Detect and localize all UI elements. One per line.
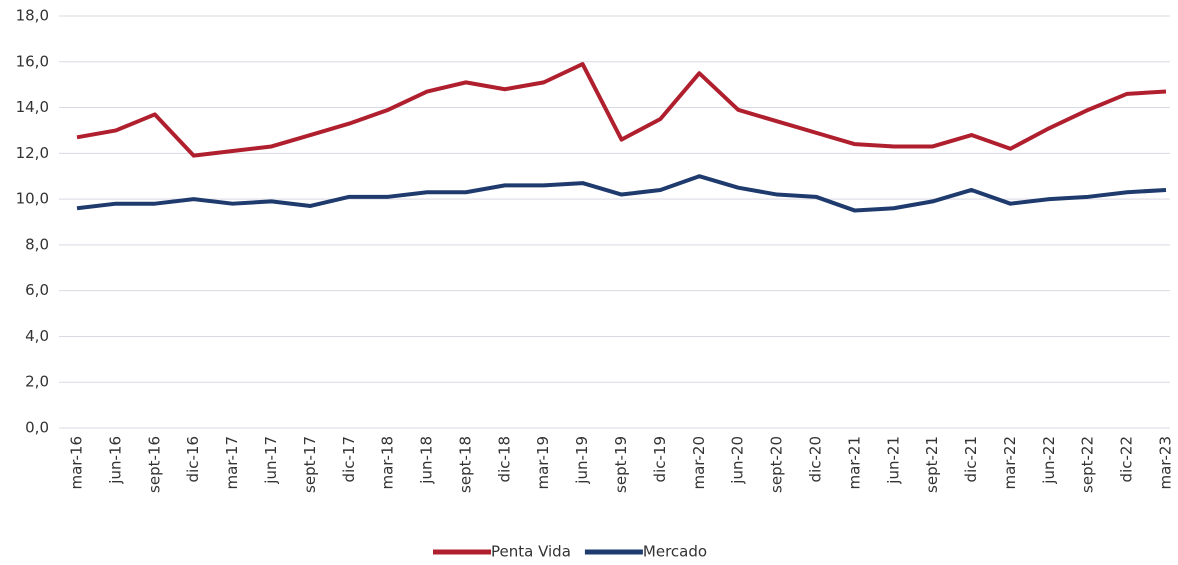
y-tick-label: 16,0 [16, 52, 49, 70]
y-tick-label: 2,0 [25, 373, 49, 391]
x-tick-label: mar-23 [1157, 436, 1175, 490]
x-tick-label: mar-22 [1001, 436, 1019, 490]
y-tick-label: 0,0 [25, 419, 49, 437]
x-tick-label: dic-20 [806, 436, 824, 482]
legend-label: Mercado [643, 543, 707, 561]
y-tick-label: 6,0 [25, 281, 49, 299]
x-tick-label: dic-16 [184, 436, 202, 482]
x-tick-label: mar-20 [690, 436, 708, 490]
x-tick-label: sept-18 [456, 436, 474, 493]
x-tick-label: jun-20 [729, 436, 747, 485]
x-tick-label: jun-17 [262, 436, 280, 485]
x-tick-label: dic-22 [1118, 436, 1136, 482]
x-tick-label: sept-16 [145, 436, 163, 493]
y-tick-label: 12,0 [16, 144, 49, 162]
x-tick-label: dic-19 [651, 436, 669, 482]
x-tick-label: mar-21 [845, 436, 863, 490]
series-line [76, 62, 1167, 158]
x-tick-label: jun-21 [884, 436, 902, 485]
legend-label: Penta Vida [491, 543, 571, 561]
x-tick-label: mar-19 [534, 436, 552, 490]
y-tick-label: 14,0 [16, 98, 49, 116]
x-tick-label: mar-17 [223, 436, 241, 490]
x-tick-label: sept-20 [768, 436, 786, 493]
y-tick-label: 8,0 [25, 235, 49, 253]
x-tick-label: jun-22 [1040, 436, 1058, 485]
y-tick-label: 18,0 [16, 7, 49, 25]
series-line [76, 174, 1167, 213]
x-tick-label: dic-17 [340, 436, 358, 482]
y-tick-label: 4,0 [25, 327, 49, 345]
x-tick-label: sept-19 [612, 436, 630, 493]
x-tick-label: jun-19 [573, 436, 591, 485]
x-tick-label: dic-18 [495, 436, 513, 482]
x-tick-label: mar-16 [68, 436, 86, 490]
x-tick-label: jun-16 [106, 436, 124, 485]
x-tick-label: jun-18 [418, 436, 436, 485]
x-tick-label: sept-17 [301, 436, 319, 493]
y-tick-label: 10,0 [16, 190, 49, 208]
x-tick-label: mar-18 [379, 436, 397, 490]
x-tick-label: sept-21 [923, 436, 941, 493]
x-tick-label: sept-22 [1079, 436, 1097, 493]
x-tick-label: dic-21 [962, 436, 980, 482]
